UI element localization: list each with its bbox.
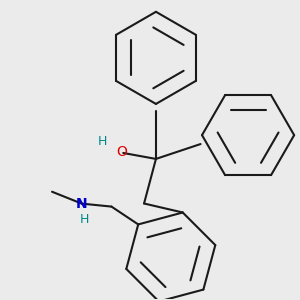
Text: H: H bbox=[80, 214, 89, 226]
Text: O: O bbox=[116, 145, 127, 159]
Text: H: H bbox=[98, 135, 107, 148]
Text: N: N bbox=[76, 196, 88, 211]
